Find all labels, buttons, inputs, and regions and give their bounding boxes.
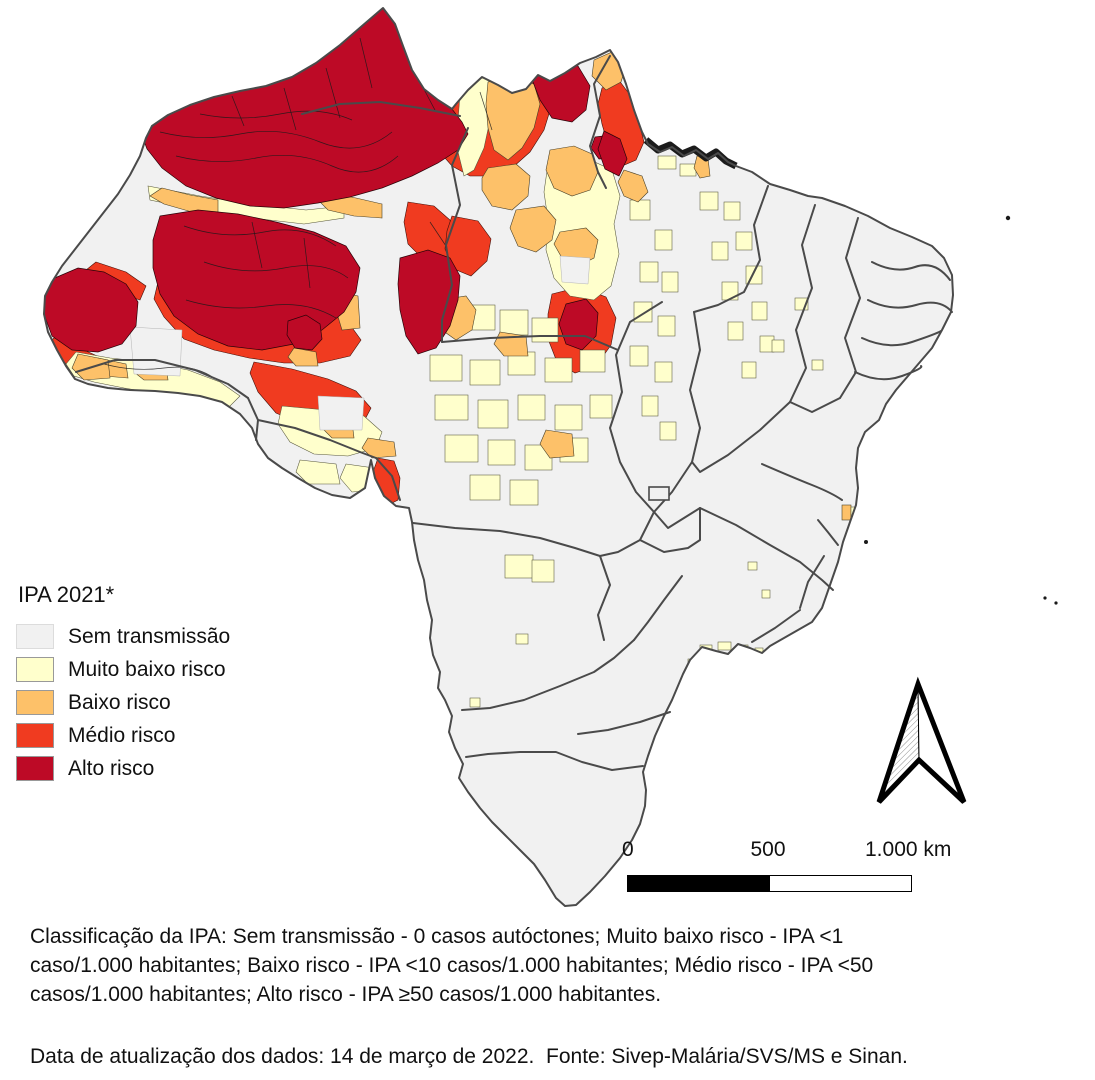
municipal-boundary-lines <box>103 37 493 379</box>
distrito-federal-box <box>648 486 670 501</box>
legend-label: Sem transmissão <box>68 624 231 648</box>
legend-title: IPA 2021* <box>18 582 115 607</box>
legend-swatch-sem <box>16 624 54 649</box>
legend-label: Médio risco <box>68 723 176 747</box>
legend-swatch-baixo <box>16 690 54 715</box>
state-borders <box>75 55 953 771</box>
legend-item-baixo: Baixo risco <box>16 686 230 719</box>
legend-item-medio: Médio risco <box>16 719 230 752</box>
scale-label-start: 0 <box>622 838 634 861</box>
legend-item-muito-baixo: Muito baixo risco <box>16 653 230 686</box>
scale-bar: 0 500 1.000 km <box>622 838 951 896</box>
brazil-choropleth-map <box>43 7 1058 907</box>
caption-block: Classificação da IPA: Sem transmissão - … <box>30 922 930 1071</box>
scale-bar-track <box>627 875 912 892</box>
scale-label-end: 1.000 km <box>865 838 952 861</box>
legend-swatch-muito-baixo <box>16 657 54 682</box>
map-legend: IPA 2021* Sem transmissão Muito baixo ri… <box>16 582 230 785</box>
scale-label-middle: 500 <box>750 838 786 861</box>
legend-swatch-medio <box>16 723 54 748</box>
country-outline <box>43 7 954 907</box>
legend-item-alto: Alto risco <box>16 752 230 785</box>
legend-label: Alto risco <box>68 756 155 780</box>
legend-label: Baixo risco <box>68 690 171 714</box>
north-arrow-icon <box>876 676 967 804</box>
map-area: IPA 2021* Sem transmissão Muito baixo ri… <box>16 7 1058 907</box>
legend-swatch-alto <box>16 756 54 781</box>
legend-item-sem-transmissao: Sem transmissão <box>16 620 230 653</box>
island-dots <box>864 215 1058 605</box>
scale-bar-filled-half <box>628 876 770 891</box>
legend-label: Muito baixo risco <box>68 657 226 681</box>
source-note: Data de atualização dos dados: 14 de mar… <box>30 1045 908 1068</box>
classification-note: Classificação da IPA: Sem transmissão - … <box>30 925 874 1006</box>
